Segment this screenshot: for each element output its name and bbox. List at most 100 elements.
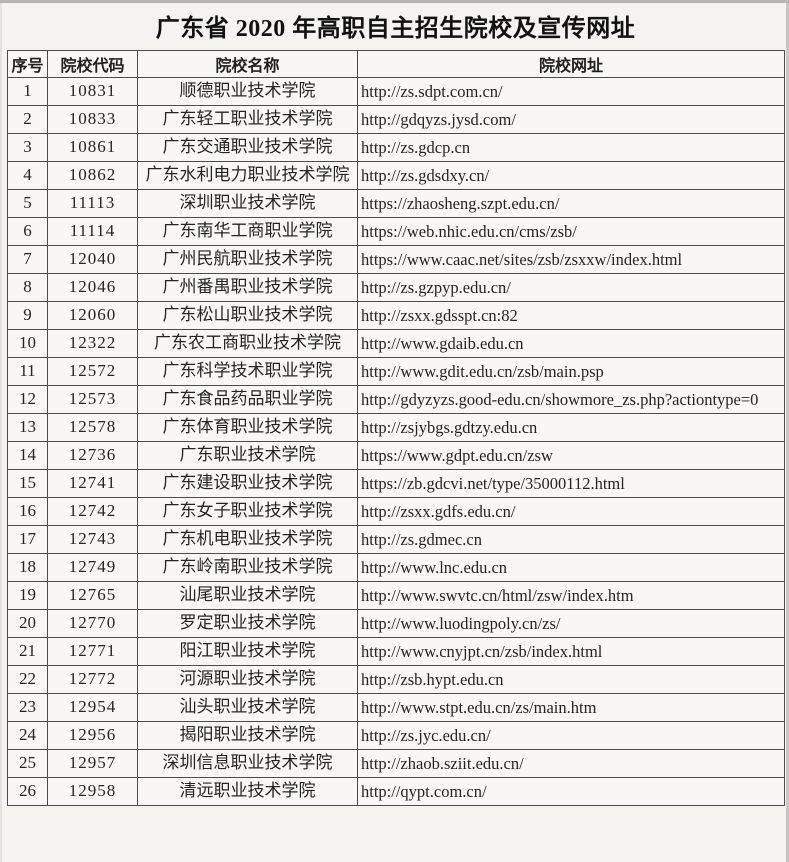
document-page: 广东省 2020 年高职自主招生院校及宣传网址 序号 院校代码 院校名称 院校网… (7, 16, 785, 806)
college-code-cell: 12743 (47, 525, 138, 554)
table-row: 12 12573 广东食品药品职业学院 http://gdyzyzs.good-edu… (7, 385, 785, 414)
row-number-cell: 25 (7, 749, 48, 778)
table-row: 19 12765 汕尾职业技术学院 http://www.swvtc.cn/html/… (7, 581, 785, 610)
table-row: 10 12322 广东农工商职业技术学院 http://www.gdaib.edu.c… (7, 329, 785, 358)
college-url-cell: http://zsxx.gdfs.edu.cn/ (357, 497, 785, 526)
page-title: 广东省 2020 年高职自主招生院校及宣传网址 (155, 16, 636, 42)
college-url-cell: https://www.caac.net/sites/zsb/zsxxw/ind… (357, 245, 785, 274)
row-number-cell: 21 (7, 637, 48, 666)
college-url-cell: https://www.gdpt.edu.cn/zsw (357, 441, 785, 470)
college-code-cell: 12040 (47, 245, 138, 274)
table-row: 1 10831 顺德职业技术学院 http://zs.sdpt.com.cn/ (7, 77, 785, 106)
row-number-cell: 8 (7, 273, 48, 302)
table-row: 25 12957 深圳信息职业技术学院 http://zhaob.sziit.edu.… (7, 749, 785, 778)
table-row: 26 12958 清远职业技术学院 http://qypt.com.cn/ (7, 777, 785, 806)
college-name-cell: 广东岭南职业技术学院 (137, 553, 358, 582)
row-number-cell: 7 (7, 245, 48, 274)
college-url-cell: http://www.lnc.edu.cn (357, 553, 785, 582)
college-name-cell: 汕头职业技术学院 (137, 693, 358, 722)
row-number-cell: 1 (7, 77, 48, 106)
table-row: 2 10833 广东轻工职业技术学院 http://gdqyzs.jysd.com/ (7, 105, 785, 134)
college-code-cell: 12749 (47, 553, 138, 582)
college-name-cell: 河源职业技术学院 (137, 665, 358, 694)
table-row: 5 11113 深圳职业技术学院 https://zhaosheng.szpt.edu… (7, 189, 785, 218)
college-name-cell: 广东食品药品职业学院 (137, 385, 358, 414)
college-name-cell: 汕尾职业技术学院 (137, 581, 358, 610)
row-number-cell: 3 (7, 133, 48, 162)
college-name-cell: 阳江职业技术学院 (137, 637, 358, 666)
college-code-cell: 10833 (47, 105, 138, 134)
college-code-cell: 12046 (47, 273, 138, 302)
row-number-cell: 10 (7, 329, 48, 358)
college-name-cell: 广东女子职业技术学院 (137, 497, 358, 526)
table-row: 7 12040 广州民航职业技术学院 https://www.caac.net/sit… (7, 245, 785, 274)
college-name-cell: 广东交通职业技术学院 (137, 133, 358, 162)
college-url-cell: http://www.cnyjpt.cn/zsb/index.html (357, 637, 785, 666)
college-url-cell: http://www.luodingpoly.cn/zs/ (357, 609, 785, 638)
row-number-cell: 26 (7, 777, 48, 806)
college-code-cell: 10831 (47, 77, 138, 106)
table-row: 24 12956 揭阳职业技术学院 http://zs.jyc.edu.cn/ (7, 721, 785, 750)
college-url-cell: http://zs.sdpt.com.cn/ (357, 77, 785, 106)
row-number-cell: 23 (7, 693, 48, 722)
table-row: 6 11114 广东南华工商职业学院 https://web.nhic.edu.cn/… (7, 217, 785, 246)
college-code-cell: 12736 (47, 441, 138, 470)
college-code-cell: 10862 (47, 161, 138, 190)
college-code-cell: 12772 (47, 665, 138, 694)
table-row: 3 10861 广东交通职业技术学院 http://zs.gdcp.cn (7, 133, 785, 162)
college-name-cell: 广东体育职业技术学院 (137, 413, 358, 442)
table-row: 11 12572 广东科学技术职业学院 http://www.gdit.edu.cn/… (7, 357, 785, 386)
row-number-cell: 22 (7, 665, 48, 694)
header-college-name: 院校名称 (137, 50, 358, 78)
college-code-cell: 12572 (47, 357, 138, 386)
college-code-cell: 12573 (47, 385, 138, 414)
college-url-cell: http://zhaob.sziit.edu.cn/ (357, 749, 785, 778)
college-code-cell: 12765 (47, 581, 138, 610)
row-number-cell: 13 (7, 413, 48, 442)
row-number-cell: 11 (7, 357, 48, 386)
table-row: 17 12743 广东机电职业技术学院 http://zs.gdmec.cn (7, 525, 785, 554)
college-url-cell: http://zsb.hypt.edu.cn (357, 665, 785, 694)
table-row: 16 12742 广东女子职业技术学院 http://zsxx.gdfs.edu.cn… (7, 497, 785, 526)
college-name-cell: 广东南华工商职业学院 (137, 217, 358, 246)
college-url-cell: http://zs.jyc.edu.cn/ (357, 721, 785, 750)
college-url-cell: http://qypt.com.cn/ (357, 777, 785, 806)
college-url-cell: http://www.stpt.edu.cn/zs/main.htm (357, 693, 785, 722)
row-number-cell: 19 (7, 581, 48, 610)
college-code-cell: 10861 (47, 133, 138, 162)
college-name-cell: 深圳信息职业技术学院 (137, 749, 358, 778)
table-row: 4 10862 广东水利电力职业技术学院 http://zs.gdsdxy.cn/ (7, 161, 785, 190)
college-code-cell: 12322 (47, 329, 138, 358)
college-url-cell: http://www.gdaib.edu.cn (357, 329, 785, 358)
college-name-cell: 广州番禺职业技术学院 (137, 273, 358, 302)
college-url-cell: https://zb.gdcvi.net/type/35000112.html (357, 469, 785, 498)
college-url-cell: http://zs.gdmec.cn (357, 525, 785, 554)
row-number-cell: 14 (7, 441, 48, 470)
college-url-cell: http://zs.gdcp.cn (357, 133, 785, 162)
college-name-cell: 广东职业技术学院 (137, 441, 358, 470)
row-number-cell: 17 (7, 525, 48, 554)
college-code-cell: 12578 (47, 413, 138, 442)
college-url-cell: http://zs.gzpyp.edu.cn/ (357, 273, 785, 302)
college-name-cell: 广东轻工职业技术学院 (137, 105, 358, 134)
table-row: 21 12771 阳江职业技术学院 http://www.cnyjpt.cn/zsb/… (7, 637, 785, 666)
college-url-cell: http://zs.gdsdxy.cn/ (357, 161, 785, 190)
row-number-cell: 6 (7, 217, 48, 246)
row-number-cell: 24 (7, 721, 48, 750)
row-number-cell: 9 (7, 301, 48, 330)
header-college-url: 院校网址 (357, 50, 785, 78)
college-name-cell: 顺德职业技术学院 (137, 77, 358, 106)
table-row: 22 12772 河源职业技术学院 http://zsb.hypt.edu.cn (7, 665, 785, 694)
table-row: 13 12578 广东体育职业技术学院 http://zsjybgs.gdtzy.ed… (7, 413, 785, 442)
college-code-cell: 12957 (47, 749, 138, 778)
row-number-cell: 12 (7, 385, 48, 414)
college-name-cell: 广东松山职业技术学院 (137, 301, 358, 330)
row-number-cell: 15 (7, 469, 48, 498)
college-code-cell: 12954 (47, 693, 138, 722)
college-name-cell: 深圳职业技术学院 (137, 189, 358, 218)
college-name-cell: 广东水利电力职业技术学院 (137, 161, 358, 190)
college-url-cell: http://www.gdit.edu.cn/zsb/main.psp (357, 357, 785, 386)
college-name-cell: 广东机电职业技术学院 (137, 525, 358, 554)
college-url-cell: http://www.swvtc.cn/html/zsw/index.htm (357, 581, 785, 610)
row-number-cell: 18 (7, 553, 48, 582)
